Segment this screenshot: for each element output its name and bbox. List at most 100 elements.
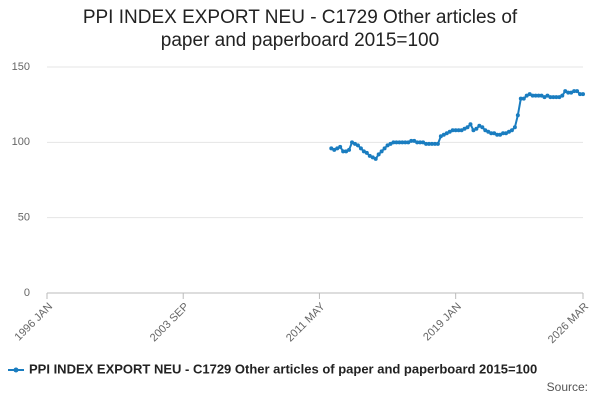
x-tick-label: 2019 JAN (421, 301, 464, 344)
data-point (524, 93, 529, 98)
data-point (432, 141, 437, 146)
data-point (444, 131, 449, 136)
data-point (581, 92, 585, 97)
data-point (438, 134, 443, 139)
data-point (530, 93, 535, 98)
data-point (459, 128, 464, 133)
x-tick-label: 2011 MAY (284, 300, 328, 344)
data-point (462, 126, 467, 131)
data-point (509, 128, 514, 133)
data-point (518, 96, 523, 101)
data-point (539, 93, 544, 98)
chart-title: PPI INDEX EXPORT NEU - C1729 Other artic… (82, 7, 518, 51)
data-line (330, 89, 583, 161)
data-point (456, 128, 461, 133)
data-point (391, 140, 396, 145)
data-point (506, 129, 511, 134)
data-point (335, 146, 340, 151)
data-point (515, 113, 520, 118)
data-point (450, 128, 455, 133)
data-point (379, 149, 384, 154)
data-point (483, 128, 488, 133)
y-tick-label: 150 (12, 61, 30, 73)
legend-label: PPI INDEX EXPORT NEU - C1729 Other artic… (29, 361, 537, 376)
data-point (424, 141, 429, 146)
data-point (355, 143, 360, 148)
data-point (453, 128, 458, 133)
data-point (427, 141, 432, 146)
data-point (403, 140, 408, 145)
data-point (329, 146, 334, 151)
data-point (370, 155, 375, 160)
y-tick-label: 50 (18, 212, 30, 224)
data-point (578, 92, 583, 97)
data-point (376, 152, 381, 157)
data-point (521, 96, 526, 101)
data-point (495, 132, 500, 137)
data-point (465, 125, 470, 130)
data-point (358, 146, 363, 151)
data-point (498, 132, 503, 137)
data-point (350, 140, 355, 145)
data-point (338, 144, 343, 149)
x-tick-label: 1996 JAN (13, 301, 56, 344)
data-point (474, 126, 479, 131)
data-point (441, 132, 446, 137)
data-point (489, 131, 494, 136)
data-point (447, 129, 452, 134)
data-point (557, 95, 562, 100)
data-point (504, 131, 509, 136)
y-tick-label: 0 (24, 287, 30, 299)
data-point (341, 149, 346, 154)
data-point (385, 143, 390, 148)
data-point (477, 123, 482, 128)
data-point (492, 131, 497, 136)
data-point (367, 153, 372, 158)
data-point (542, 95, 547, 100)
data-point (332, 147, 337, 152)
data-point (536, 93, 541, 98)
data-point (388, 141, 393, 146)
data-point (569, 90, 574, 95)
data-point (394, 140, 399, 145)
data-point (560, 93, 565, 98)
data-point (486, 129, 491, 134)
data-point (551, 95, 556, 100)
data-point (527, 92, 532, 97)
data-point (429, 141, 434, 146)
y-tick-label: 100 (12, 136, 30, 148)
data-point (501, 131, 506, 136)
data-point (548, 95, 553, 100)
data-point (563, 89, 568, 94)
data-point (412, 138, 417, 143)
data-point (471, 128, 476, 133)
data-point (566, 90, 571, 95)
x-tick-label: 2026 MAR (546, 301, 591, 346)
data-point (512, 125, 517, 130)
data-point (409, 138, 414, 143)
data-point (397, 140, 402, 145)
data-point (347, 147, 352, 152)
data-point (373, 156, 378, 161)
data-point (480, 125, 485, 130)
source-label: Source: (547, 380, 588, 394)
data-point (554, 95, 559, 100)
data-point (572, 89, 577, 94)
x-tick-label: 2003 SEP (148, 301, 192, 345)
data-point (421, 140, 426, 145)
data-point (533, 93, 538, 98)
data-point (415, 140, 420, 145)
data-point (382, 146, 387, 151)
data-point (468, 122, 473, 127)
data-point (575, 89, 580, 94)
data-point (364, 150, 369, 155)
data-point (418, 140, 423, 145)
data-point (352, 141, 357, 146)
data-point (344, 149, 349, 154)
data-point (435, 141, 440, 146)
legend-marker (13, 367, 19, 373)
data-point (400, 140, 405, 145)
data-point (545, 93, 550, 98)
